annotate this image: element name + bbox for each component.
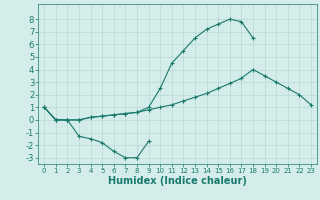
X-axis label: Humidex (Indice chaleur): Humidex (Indice chaleur): [108, 176, 247, 186]
